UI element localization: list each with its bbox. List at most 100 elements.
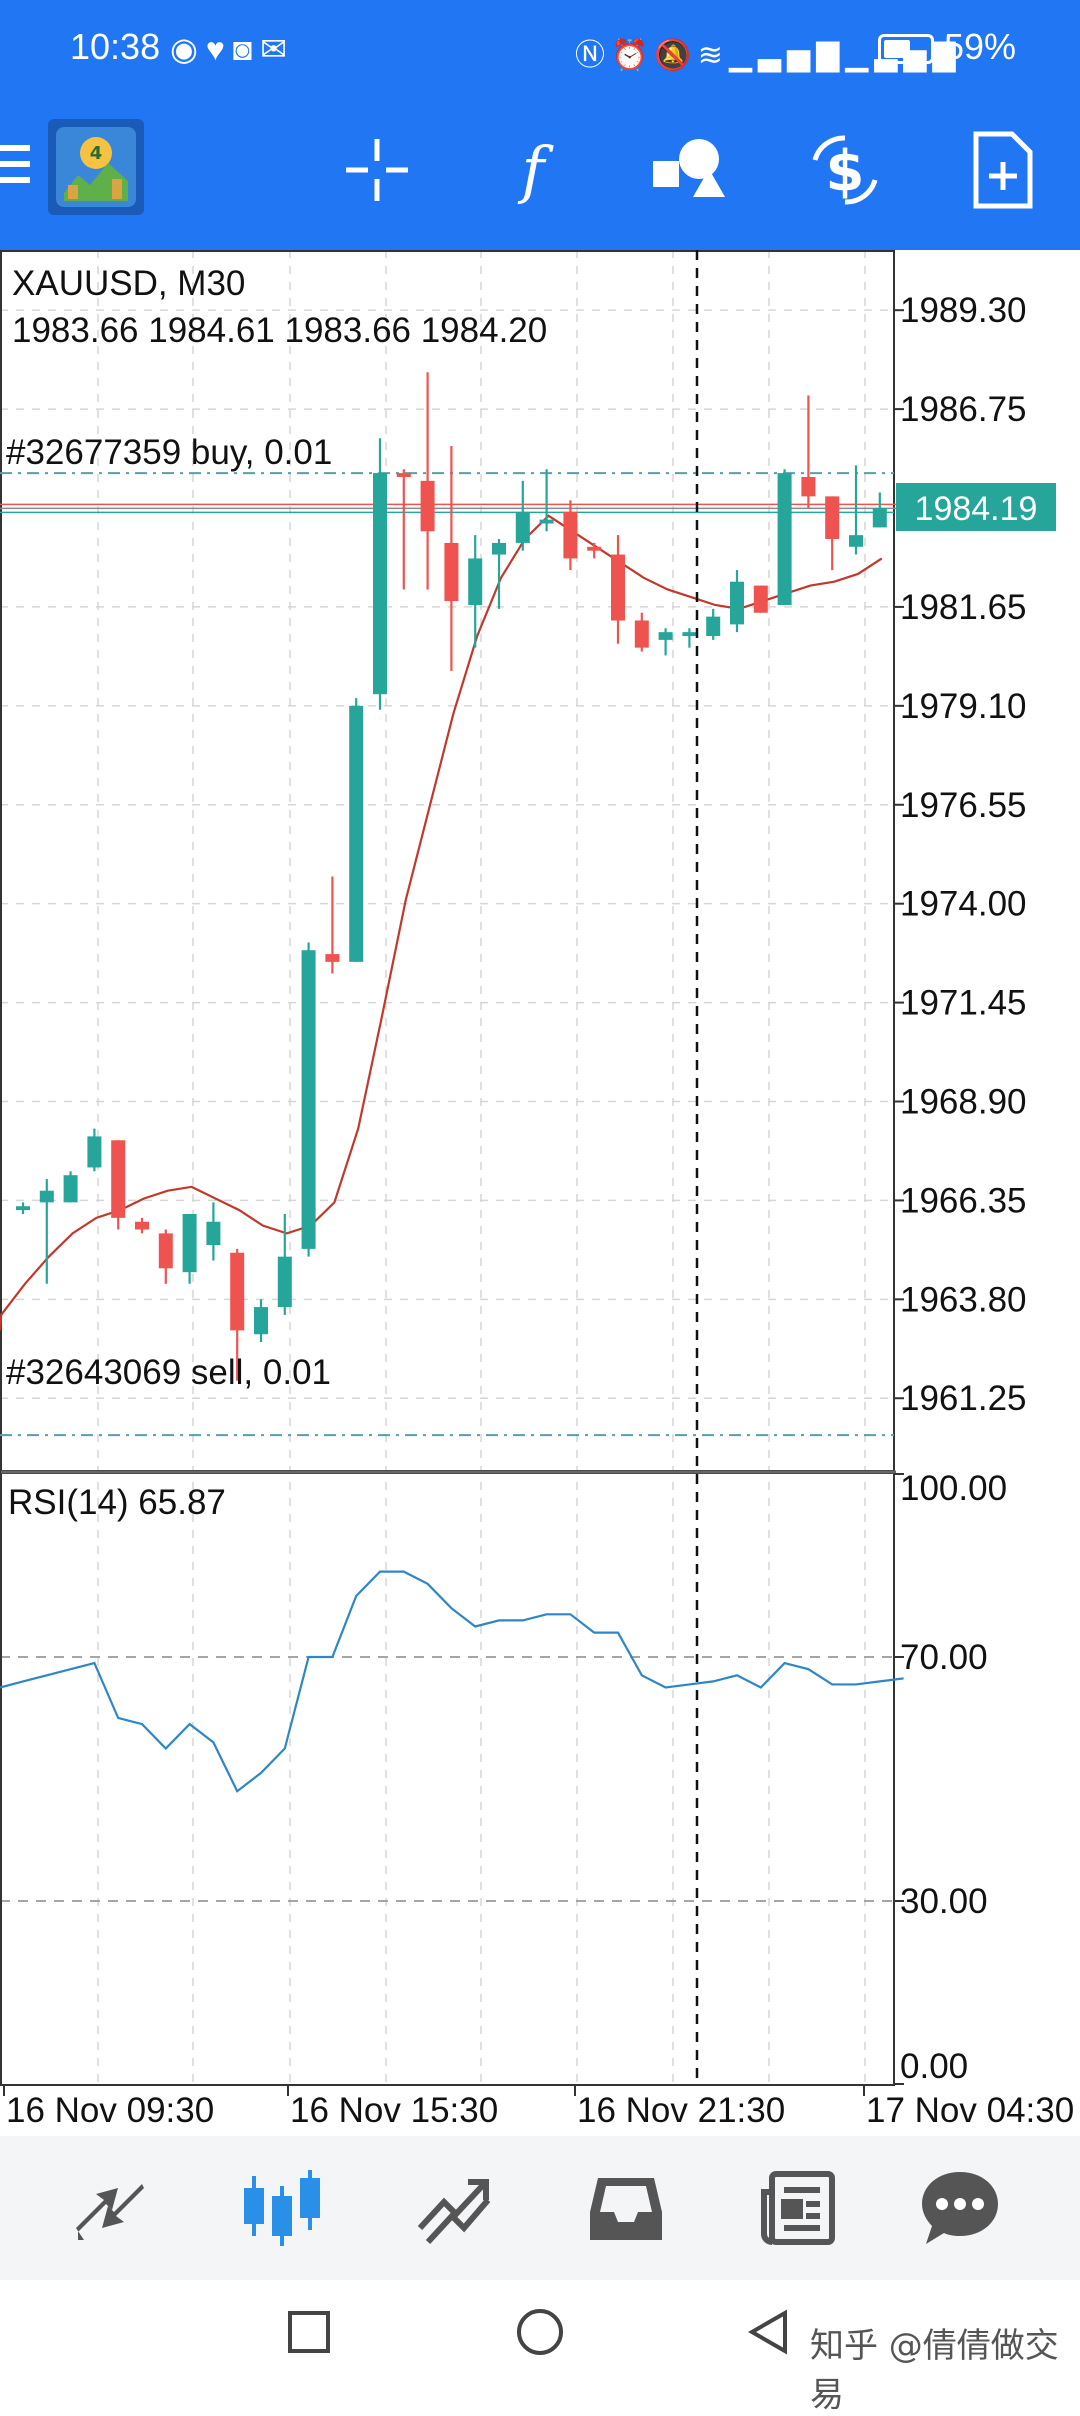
bear-candle: [587, 542, 602, 559]
bull-candle: [730, 570, 744, 633]
rsi-tick-label: 70.00: [900, 1638, 988, 1677]
svg-text:$: $: [826, 139, 865, 204]
history-icon[interactable]: [584, 2166, 668, 2250]
price-tick-label: 1986.75: [900, 390, 1027, 429]
status-time: 10:38: [70, 26, 161, 67]
candle-body: [539, 519, 554, 524]
bull-candle: [16, 1202, 30, 1214]
bull-candle: [182, 1213, 197, 1284]
time-label: 16 Nov 21:30: [577, 2091, 785, 2130]
crosshair-icon[interactable]: [332, 125, 422, 215]
bear-candle: [611, 535, 625, 644]
chart-canvas[interactable]: 1989.30 1986.75 1981.65 1979.10 1976.55 1974.…: [0, 250, 1080, 2136]
chat-icon[interactable]: [918, 2166, 1002, 2250]
candle-body: [135, 1221, 149, 1230]
back-button[interactable]: [747, 2309, 787, 2355]
recent-apps-button[interactable]: [288, 2311, 330, 2353]
chart-icon[interactable]: [240, 2166, 324, 2250]
svg-text:4: 4: [90, 143, 103, 164]
new-order-icon[interactable]: [958, 125, 1048, 215]
bull-candle: [492, 539, 506, 609]
trade-icon[interactable]: $: [800, 125, 890, 215]
price-tick-label: 1968.90: [900, 1082, 1027, 1121]
price-tick-label: 1966.35: [900, 1181, 1027, 1220]
bull-candle: [872, 492, 887, 528]
buy-order-label[interactable]: #32677359 buy, 0.01: [6, 433, 332, 472]
candle-body: [682, 632, 697, 637]
bull-candle: [706, 608, 721, 640]
bull-candle: [349, 698, 364, 962]
sell-order-label[interactable]: #32643069 sell, 0.01: [6, 1353, 331, 1392]
candle-body: [277, 1256, 292, 1308]
current-price-tag: 1984.19: [896, 483, 1056, 531]
bull-candle: [658, 628, 673, 656]
candle-body: [373, 473, 387, 695]
news-icon[interactable]: [756, 2166, 840, 2250]
app-logo[interactable]: 4: [48, 119, 144, 215]
svg-text:f: f: [518, 135, 555, 205]
trade-icon[interactable]: [412, 2166, 496, 2250]
status-left-icons: ◉♥◙✉: [170, 30, 295, 68]
chart-area[interactable]: 1989.30 1986.75 1981.65 1979.10 1976.55 1974.…: [0, 250, 1080, 2136]
bull-candle: [39, 1179, 54, 1284]
bear-candle: [420, 372, 435, 590]
ohlc-label: 1983.66 1984.61 1983.66 1984.20: [12, 311, 547, 350]
battery-icon: [878, 34, 934, 64]
bull-candle: [87, 1128, 102, 1172]
price-tick-label: 1979.10: [900, 687, 1027, 726]
candle-body: [706, 616, 721, 637]
price-tick-label: 1963.80: [900, 1280, 1027, 1319]
candle-body: [515, 511, 530, 543]
heart-icon: ♥: [205, 31, 233, 67]
status-bar: 10:38 ◉♥◙✉ Ⓝ⏰🔕≋▁▃▅▇▁▃▅▇ 59%: [0, 0, 1080, 105]
price-tick-label: 1989.30: [900, 291, 1027, 330]
bear-candle: [396, 469, 411, 590]
bear-candle: [158, 1229, 173, 1284]
candle-body: [611, 554, 625, 621]
menu-icon[interactable]: [0, 145, 30, 193]
candle-body: [730, 581, 744, 625]
quotes-icon[interactable]: [68, 2166, 152, 2250]
bull-candle: [682, 628, 697, 648]
home-button[interactable]: [517, 2309, 563, 2355]
price-tick-label: 1961.25: [900, 1379, 1027, 1418]
candle-body: [658, 632, 673, 640]
indicators-icon[interactable]: f: [488, 125, 578, 215]
candle-body: [206, 1221, 221, 1246]
candle-body: [801, 476, 816, 497]
bear-candle: [825, 496, 840, 571]
bear-candle: [111, 1140, 126, 1230]
candle-body: [230, 1252, 245, 1331]
candle-body: [492, 542, 506, 555]
price-tick-label: 1974.00: [900, 885, 1027, 924]
bull-candle: [206, 1202, 221, 1261]
candle-body: [420, 480, 435, 532]
candle-body: [63, 1175, 78, 1203]
price-tick-label: 1981.65: [900, 588, 1027, 627]
moving-average-line: [0, 514, 883, 1331]
battery-percent: 59%: [944, 26, 1017, 67]
bull-candle: [468, 535, 483, 648]
candle-body: [39, 1190, 54, 1203]
bear-candle: [563, 500, 578, 571]
bear-candle: [634, 612, 649, 652]
candle-body: [587, 546, 602, 551]
watermark: 知乎 @倩倩做交易: [810, 2326, 1059, 2415]
symbol-label: XAUUSD, M30: [12, 264, 245, 303]
candle-body: [753, 585, 768, 613]
system-nav-bar: 知乎 @倩倩做交易: [0, 2280, 1080, 2415]
bear-candle: [444, 445, 459, 671]
rsi-label: RSI(14) 65.87: [8, 1483, 226, 1522]
wifi-icon: ≋: [697, 39, 729, 72]
candle-body: [87, 1136, 102, 1168]
objects-icon[interactable]: [644, 125, 734, 215]
candle-body: [777, 473, 792, 605]
rsi-tick-label: 100.00: [900, 1469, 1007, 1508]
candle-body: [563, 511, 578, 559]
candle-body: [396, 473, 411, 477]
bear-candle: [135, 1217, 149, 1234]
wechat-icon: ✉: [260, 31, 296, 67]
nfc-icon: Ⓝ: [575, 39, 611, 72]
bull-candle: [277, 1213, 292, 1315]
bottom-nav: [0, 2136, 1080, 2280]
